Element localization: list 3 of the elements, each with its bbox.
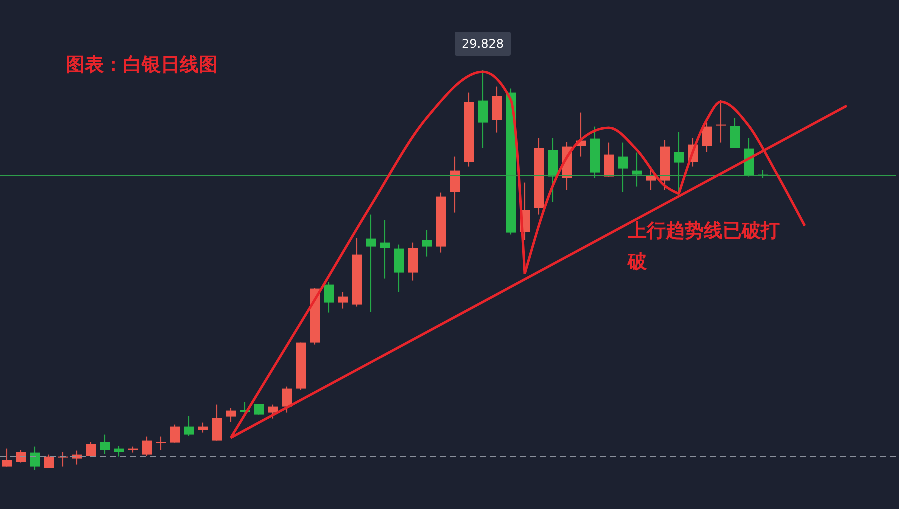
- annotation: 29.828: [455, 32, 511, 56]
- annotation: 上行趋势线已破打破: [628, 219, 781, 275]
- chart-title: 图表：白银日线图: [66, 53, 218, 78]
